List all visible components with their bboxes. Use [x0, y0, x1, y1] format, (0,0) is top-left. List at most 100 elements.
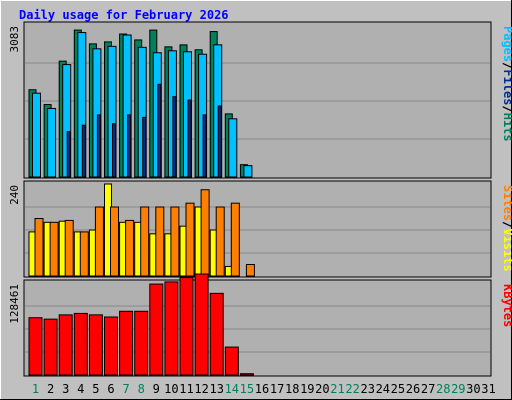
bar-pages-day-5 [96, 114, 101, 178]
x-tick-day-30: 30 [466, 382, 480, 396]
bar-sites-day-11 [185, 202, 195, 277]
bar-files-day-15 [243, 165, 253, 178]
legend-hits: Pages/Files/Hits [501, 26, 512, 142]
bar-pages-day-10 [172, 96, 177, 178]
bar-kbytes-day-10 [164, 281, 179, 376]
bar-kbytes-day-8 [134, 310, 149, 376]
bar-files-day-14 [228, 118, 238, 178]
bar-kbytes-day-14 [224, 346, 239, 376]
bar-kbytes-day-13 [209, 292, 224, 376]
series-visits [28, 183, 233, 277]
legend-entry-visits-2: Visits [501, 228, 512, 271]
x-tick-day-20: 20 [315, 382, 329, 396]
bar-sites-day-6 [110, 206, 119, 277]
x-tick-day-17: 17 [270, 382, 284, 396]
legend-visits: Sites/Visits [501, 185, 512, 272]
x-tick-day-19: 19 [300, 382, 314, 396]
bar-sites-day-3 [64, 219, 74, 277]
bar-kbytes-day-5 [88, 314, 103, 376]
x-tick-day-11: 11 [179, 382, 193, 396]
x-tick-day-7: 7 [122, 382, 129, 396]
series-kbytes [28, 273, 254, 376]
x-tick-labels: 1 2 3 4 5 6 7 8 9 10 11 12 13 14 15 16 17 18 19 20 21 22 23 24 2… [32, 382, 496, 396]
x-tick-day-31: 31 [481, 382, 495, 396]
bar-kbytes-day-15 [239, 373, 254, 376]
x-tick-day-2: 2 [47, 382, 54, 396]
x-tick-day-9: 9 [153, 382, 160, 396]
bar-pages-day-11 [187, 99, 192, 178]
bar-kbytes-day-1 [28, 317, 43, 376]
bar-pages-day-8 [142, 116, 147, 178]
bar-pages-day-13 [217, 105, 222, 178]
x-tick-day-25: 25 [391, 382, 405, 396]
bar-sites-day-7 [125, 219, 135, 277]
x-tick-day-5: 5 [92, 382, 99, 396]
y-max-label-kbytes: 128461 [8, 284, 21, 324]
legend-entry-hits-2: Files [501, 69, 512, 105]
x-tick-day-15: 15 [240, 382, 254, 396]
series-sites [34, 189, 255, 277]
bar-kbytes-day-11 [179, 277, 194, 376]
x-tick-day-8: 8 [138, 382, 145, 396]
bar-kbytes-day-3 [58, 314, 73, 376]
bar-pages-day-4 [81, 124, 86, 178]
bar-pages-day-6 [112, 123, 116, 178]
bar-kbytes-day-6 [104, 316, 118, 376]
x-tick-day-27: 27 [421, 382, 435, 396]
x-tick-day-26: 26 [406, 382, 420, 396]
x-tick-day-13: 13 [209, 382, 223, 396]
bar-sites-day-1 [34, 218, 44, 277]
legend-entry-kbytes-0: KBytes [501, 284, 512, 327]
bar-files-day-2 [47, 107, 57, 178]
bar-sites-day-4 [79, 231, 89, 277]
x-tick-day-24: 24 [376, 382, 390, 396]
x-tick-day-1: 1 [32, 382, 39, 396]
y-max-label-visits: 240 [8, 185, 21, 205]
legend-entry-hits-3: / [501, 105, 512, 112]
bar-sites-day-9 [155, 206, 165, 277]
x-tick-day-21: 21 [330, 382, 344, 396]
x-tick-day-16: 16 [255, 382, 269, 396]
x-tick-day-4: 4 [77, 382, 84, 396]
panel-visits: 240 Sites/Visits [8, 180, 512, 278]
y-max-label-hits: 3083 [8, 26, 21, 53]
x-tick-day-6: 6 [107, 382, 114, 396]
x-tick-day-28: 28 [436, 382, 450, 396]
series-pages [66, 83, 222, 178]
x-tick-day-23: 23 [360, 382, 374, 396]
panels-group: 3083Pages/Files/Hits240Sites/Visits12846… [8, 21, 512, 377]
legend-entry-hits-4: Hits [501, 113, 512, 142]
bar-kbytes-day-9 [149, 283, 164, 376]
x-tick-day-10: 10 [164, 382, 178, 396]
bar-pages-day-3 [66, 131, 71, 178]
legend-entry-hits-0: Pages [501, 26, 512, 62]
bar-sites-day-8 [140, 206, 150, 277]
bar-files-day-1 [32, 92, 41, 178]
x-tick-day-3: 3 [62, 382, 69, 396]
bar-files-day-7 [122, 34, 132, 178]
bar-sites-day-13 [215, 206, 225, 277]
bar-sites-day-10 [170, 206, 180, 277]
bar-pages-day-9 [157, 83, 162, 178]
legend-entry-visits-0: Sites [501, 185, 512, 221]
bar-sites-day-15 [245, 264, 255, 277]
x-tick-day-14: 14 [225, 382, 239, 396]
legend-entry-hits-1: / [501, 62, 512, 69]
bar-pages-day-12 [202, 114, 207, 178]
legend-kbytes: KBytes [501, 284, 512, 327]
bar-sites-day-5 [94, 206, 104, 277]
bar-kbytes-day-7 [119, 310, 134, 376]
x-tick-day-22: 22 [345, 382, 359, 396]
bar-kbytes-day-2 [43, 318, 58, 376]
bar-kbytes-day-12 [194, 273, 209, 376]
x-tick-day-12: 12 [194, 382, 208, 396]
plot-area-hits [23, 21, 492, 179]
bar-sites-day-12 [200, 189, 210, 277]
x-tick-day-18: 18 [285, 382, 299, 396]
chart-title: Daily usage for February 2026 [19, 8, 229, 22]
bar-sites-day-2 [49, 221, 59, 277]
panel-kbytes: 128461 KBytes [8, 273, 512, 377]
bar-kbytes-day-4 [73, 312, 88, 376]
